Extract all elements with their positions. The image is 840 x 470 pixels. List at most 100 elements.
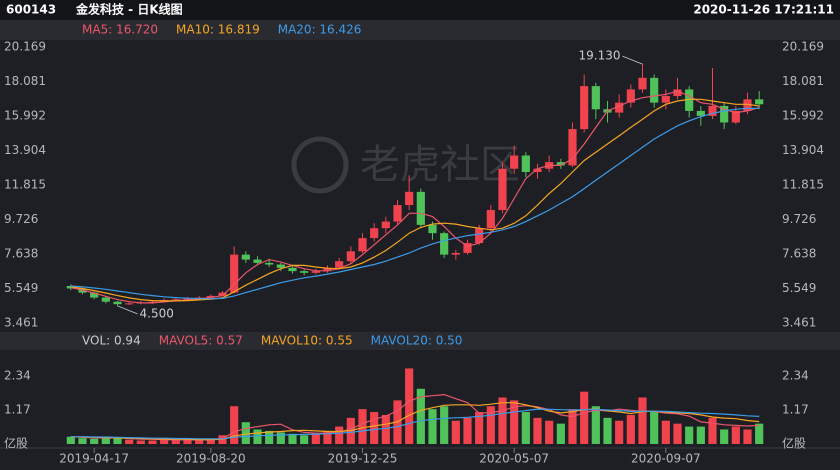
- legend-entry: VOL: 0.94: [82, 334, 141, 348]
- candle-body: [696, 110, 705, 116]
- volume-bar: [685, 426, 694, 444]
- y-tick-label: 18.081: [782, 74, 824, 88]
- x-tick-label: 2020-09-07: [631, 452, 701, 466]
- candle-body: [113, 301, 122, 305]
- y-tick-label: 11.815: [782, 178, 824, 192]
- legend-entry: MA20: 16.426: [278, 23, 362, 37]
- volume-bar: [381, 414, 390, 444]
- candle-body: [486, 210, 495, 229]
- volume-bar: [720, 429, 729, 444]
- y-tick-label: 13.904: [4, 143, 46, 157]
- volume-bar: [230, 406, 239, 444]
- candle-body: [475, 228, 484, 244]
- candle-body: [300, 271, 309, 273]
- candle-body: [288, 267, 297, 272]
- volume-bar: [358, 409, 367, 444]
- y-tick-label: 18.081: [4, 74, 46, 88]
- candle-body: [755, 99, 764, 105]
- candle-body: [171, 299, 180, 301]
- candle-body: [148, 301, 157, 303]
- y-tick-label: 5.549: [4, 281, 38, 295]
- volume-bar: [253, 429, 262, 444]
- volume-bar: [661, 420, 670, 444]
- y-tick-label: 1.17: [782, 402, 809, 416]
- candle-body: [556, 162, 565, 166]
- volume-bar: [160, 439, 169, 444]
- volume-bar: [195, 439, 204, 444]
- y-tick-label: 9.726: [782, 212, 816, 226]
- candle-body: [521, 155, 530, 173]
- legend-entry: MAVOL10: 0.55: [261, 334, 353, 348]
- datetime: 2020-11-26 17:21:11: [693, 3, 834, 17]
- volume-bar: [206, 438, 215, 444]
- candle-body: [580, 86, 589, 130]
- candle-body: [510, 155, 519, 169]
- candle-body: [346, 251, 355, 262]
- volume-bar: [615, 420, 624, 444]
- volume-bar: [405, 368, 414, 444]
- volume-bar: [696, 426, 705, 444]
- legend-entry: MA5: 16.720: [82, 23, 158, 37]
- y-tick-label: 亿股: [4, 436, 28, 451]
- candle-body: [626, 89, 635, 103]
- candle-body: [463, 243, 472, 253]
- volume-bar: [521, 412, 530, 444]
- volume-bar: [568, 409, 577, 444]
- volume-bar: [673, 423, 682, 444]
- candle-body: [650, 77, 659, 103]
- volume-bar: [498, 397, 507, 444]
- candle-body: [358, 238, 367, 252]
- y-tick-label: 3.461: [782, 316, 816, 330]
- candle-body: [568, 129, 577, 166]
- y-tick-label: 9.726: [4, 212, 38, 226]
- volume-bar: [66, 436, 75, 444]
- candle-body: [230, 254, 239, 293]
- legend-entry: MA10: 16.819: [176, 23, 260, 37]
- y-tick-label: 1.17: [4, 402, 31, 416]
- watermark: 老虎社区: [360, 142, 520, 188]
- candle-body: [90, 292, 99, 298]
- volume-bar: [743, 429, 752, 444]
- legend-entry: MAVOL20: 0.50: [371, 334, 463, 348]
- candle-body: [731, 110, 740, 123]
- volume-bar: [533, 417, 542, 444]
- candle-body: [370, 228, 379, 239]
- volume-bar: [731, 426, 740, 444]
- ma-line: [70, 408, 760, 440]
- candle-body: [241, 254, 250, 260]
- y-tick-label: 3.461: [4, 316, 38, 330]
- volume-bar: [708, 417, 717, 444]
- volume-bar: [288, 433, 297, 444]
- candle-body: [638, 77, 647, 90]
- candle-body: [451, 252, 460, 255]
- header-bar: [0, 0, 840, 20]
- volume-bar: [300, 435, 309, 444]
- volume-bar: [463, 417, 472, 444]
- y-tick-label: 11.815: [4, 178, 46, 192]
- candle-body: [685, 89, 694, 111]
- volume-bar: [591, 406, 600, 444]
- y-tick-label: 7.638: [782, 247, 816, 261]
- y-tick-label: 15.992: [4, 109, 46, 123]
- candle-body: [591, 86, 600, 110]
- y-tick-label: 20.169: [4, 40, 46, 54]
- volume-bar: [101, 438, 110, 444]
- candle-body: [265, 262, 274, 265]
- volume-bar: [440, 406, 449, 444]
- volume-bar: [90, 438, 99, 444]
- volume-bar: [276, 432, 285, 444]
- volume-bar: [311, 433, 320, 444]
- candle-body: [661, 96, 670, 103]
- candle-body: [276, 264, 285, 268]
- volume-bar: [545, 420, 554, 444]
- y-tick-label: 2.34: [782, 368, 809, 382]
- volume-bar: [510, 400, 519, 444]
- volume-bar: [335, 426, 344, 444]
- ma-line: [70, 107, 760, 300]
- volume-bar: [370, 412, 379, 444]
- y-tick-label: 13.904: [782, 143, 824, 157]
- legend-bar: [0, 20, 840, 40]
- volume-bar: [148, 440, 157, 444]
